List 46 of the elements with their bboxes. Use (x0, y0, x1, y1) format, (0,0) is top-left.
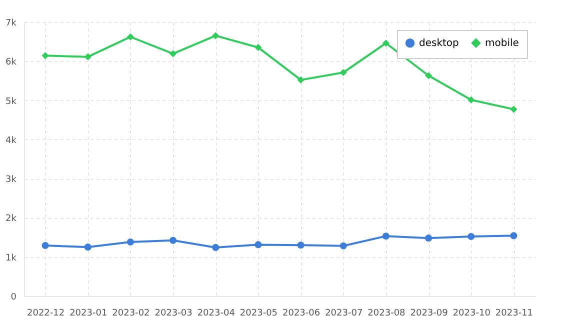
point (340, 242, 347, 250)
point (212, 32, 220, 40)
point (170, 50, 177, 58)
point (297, 76, 304, 84)
point (126, 238, 134, 246)
point (425, 72, 432, 80)
point (42, 242, 49, 250)
x-tick-label: 2023-02 (112, 308, 150, 318)
point (126, 33, 134, 40)
y-tick-label: 2k (6, 214, 18, 224)
point (468, 96, 475, 104)
x-tick-label: 2022-12 (26, 308, 65, 318)
y-tick-label: 0 (10, 292, 17, 302)
x-tick-label: 2023-06 (282, 308, 320, 318)
point (84, 53, 92, 60)
x-tick-label: 2023-04 (197, 308, 236, 318)
point (382, 232, 390, 240)
point (425, 234, 432, 242)
x-tick-label: 2023-09 (410, 308, 448, 318)
point (382, 40, 390, 47)
y-tick-label: 1k (6, 253, 18, 264)
x-tick-label: 2023-11 (495, 308, 534, 318)
x-tick-label: 2023-07 (325, 308, 363, 318)
x-tick-label: 2023-01 (70, 308, 108, 318)
point (510, 232, 518, 240)
point (42, 52, 49, 60)
y-tick-label: 5k (6, 96, 18, 107)
y-tick-label: 7k (6, 18, 18, 28)
y-tick-label: 3k (6, 175, 18, 186)
point (340, 68, 347, 76)
x-tick-label: 2023-08 (368, 308, 406, 318)
y-tick-label: 4k (6, 136, 18, 146)
point (510, 106, 518, 113)
point (254, 44, 262, 51)
point (468, 232, 475, 240)
y-tick-label: 6k (6, 58, 18, 68)
x-tick-label: 2023-03 (154, 308, 192, 318)
point (84, 244, 92, 251)
point (170, 236, 177, 244)
legend-label: desktop (419, 38, 459, 50)
x-tick-label: 2023-05 (240, 308, 278, 318)
point (212, 244, 220, 251)
x-tick-label: 2023-10 (452, 308, 491, 318)
point (254, 241, 262, 248)
legend-label: mobile (485, 38, 519, 50)
point (297, 242, 304, 249)
